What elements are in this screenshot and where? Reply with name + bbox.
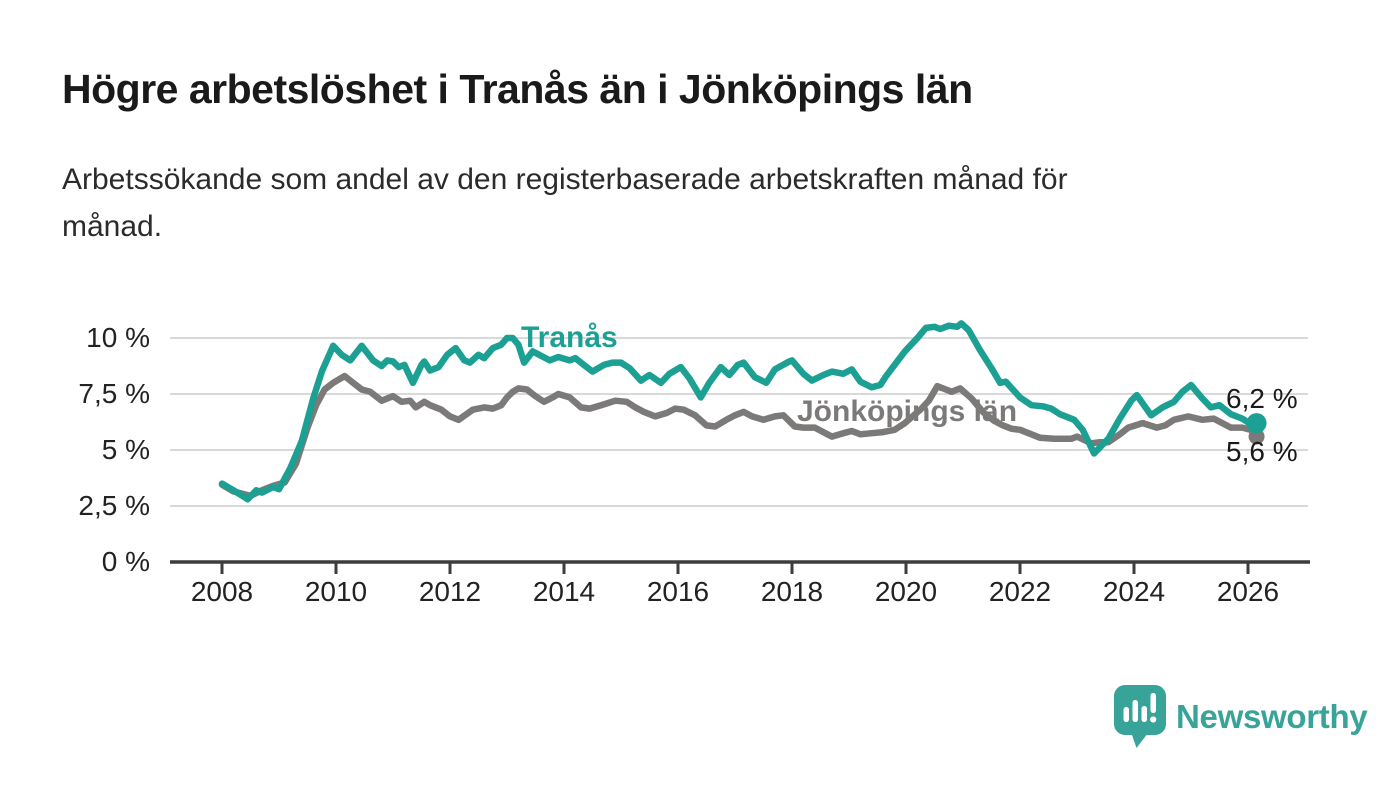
x-axis-tick-label: 2022 xyxy=(989,576,1051,607)
x-axis-tick-label: 2026 xyxy=(1217,576,1279,607)
newsworthy-logo-text: Newsworthy xyxy=(1176,698,1368,735)
x-axis-tick-label: 2024 xyxy=(1103,576,1165,607)
y-axis-tick-label: 2,5 % xyxy=(78,490,150,521)
series-end-dot-tranas xyxy=(1246,413,1267,434)
newsworthy-logo-icon xyxy=(1114,685,1166,748)
x-axis-tick-label: 2016 xyxy=(647,576,709,607)
series-end-dot-jonkopings-lan xyxy=(1248,428,1265,445)
y-axis-tick-label: 5 % xyxy=(102,434,150,465)
end-value-label-jonkopings-lan: 5,6 % xyxy=(1226,436,1298,467)
page-title: Högre arbetslöshet i Tranås än i Jönköpi… xyxy=(62,66,973,112)
series-label-jonkopings-lan: Jönköpings län xyxy=(797,395,1017,428)
series-line-jonkopings-lan xyxy=(218,372,1260,500)
subtitle-line-2: månad. xyxy=(62,210,163,243)
series-line-tranas xyxy=(218,320,1260,503)
newsworthy-logo: Newsworthy xyxy=(1113,684,1368,750)
y-axis-tick-label: 0 % xyxy=(102,546,150,577)
x-axis-tick-label: 2020 xyxy=(875,576,937,607)
chart-subtitle: Arbetssökande som andel av den registerb… xyxy=(62,156,1282,250)
x-axis-tick-label: 2018 xyxy=(761,576,823,607)
x-axis-tick-label: 2010 xyxy=(305,576,367,607)
x-axis-tick-label: 2012 xyxy=(419,576,481,607)
y-axis-tick-label: 7,5 % xyxy=(78,378,150,409)
subtitle-line-1: Arbetssökande som andel av den registerb… xyxy=(62,163,1068,196)
end-value-label-tranas: 6,2 % xyxy=(1226,383,1298,414)
x-axis-tick-label: 2014 xyxy=(533,576,595,607)
x-axis-tick-label: 2008 xyxy=(191,576,253,607)
series-label-tranas: Tranås xyxy=(521,321,618,354)
y-axis-tick-label: 10 % xyxy=(86,322,150,353)
